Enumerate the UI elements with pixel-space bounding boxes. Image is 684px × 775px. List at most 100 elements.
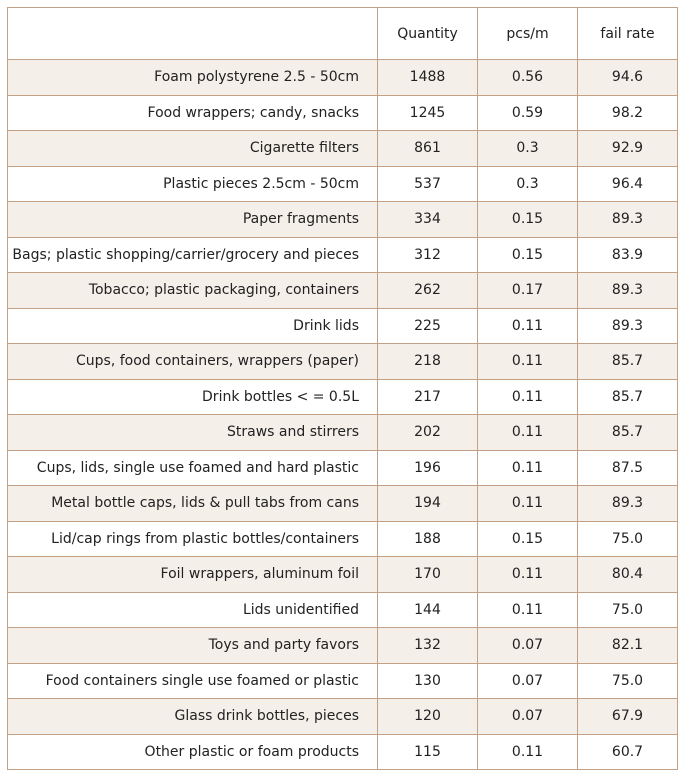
item-cell: Bags; plastic shopping/carrier/grocery a…	[7, 236, 378, 273]
quantity-cell: 218	[377, 343, 478, 380]
fail-rate-cell: 98.2	[577, 94, 678, 131]
header-pcs-per-m: pcs/m	[477, 7, 578, 60]
fail-rate-cell: 89.3	[577, 272, 678, 309]
pcs-per-m-cell: 0.17	[477, 272, 578, 309]
item-cell: Metal bottle caps, lids & pull tabs from…	[7, 485, 378, 522]
table-row: Toys and party favors 132 0.07 82.1	[7, 627, 678, 664]
table-row: Cups, lids, single use foamed and hard p…	[7, 449, 678, 486]
fail-rate-cell: 94.6	[577, 59, 678, 96]
quantity-cell: 217	[377, 378, 478, 415]
pcs-per-m-cell: 0.07	[477, 662, 578, 699]
quantity-cell: 196	[377, 449, 478, 486]
pcs-per-m-cell: 0.11	[477, 449, 578, 486]
quantity-cell: 170	[377, 556, 478, 593]
table-row: Plastic pieces 2.5cm - 50cm 537 0.3 96.4	[7, 165, 678, 202]
item-cell: Foam polystyrene 2.5 - 50cm	[7, 59, 378, 96]
quantity-cell: 144	[377, 591, 478, 628]
quantity-cell: 194	[377, 485, 478, 522]
table-row: Lids unidentified 144 0.11 75.0	[7, 591, 678, 628]
pcs-per-m-cell: 0.59	[477, 94, 578, 131]
table-row: Glass drink bottles, pieces 120 0.07 67.9	[7, 698, 678, 735]
fail-rate-cell: 85.7	[577, 343, 678, 380]
quantity-cell: 225	[377, 307, 478, 344]
fail-rate-cell: 80.4	[577, 556, 678, 593]
quantity-cell: 120	[377, 698, 478, 735]
header-fail-rate: fail rate	[577, 7, 678, 60]
item-cell: Cups, food containers, wrappers (paper)	[7, 343, 378, 380]
table-row: Drink bottles < = 0.5L 217 0.11 85.7	[7, 378, 678, 415]
table-row: Cigarette filters 861 0.3 92.9	[7, 130, 678, 167]
fail-rate-cell: 67.9	[577, 698, 678, 735]
item-cell: Food containers single use foamed or pla…	[7, 662, 378, 699]
item-cell: Paper fragments	[7, 201, 378, 238]
fail-rate-cell: 87.5	[577, 449, 678, 486]
pcs-per-m-cell: 0.15	[477, 236, 578, 273]
fail-rate-cell: 83.9	[577, 236, 678, 273]
fail-rate-cell: 85.7	[577, 414, 678, 451]
quantity-cell: 115	[377, 733, 478, 770]
quantity-cell: 334	[377, 201, 478, 238]
fail-rate-cell: 92.9	[577, 130, 678, 167]
pcs-per-m-cell: 0.15	[477, 520, 578, 557]
pcs-per-m-cell: 0.11	[477, 485, 578, 522]
quantity-cell: 861	[377, 130, 478, 167]
item-cell: Lid/cap rings from plastic bottles/conta…	[7, 520, 378, 557]
fail-rate-cell: 75.0	[577, 662, 678, 699]
item-cell: Cups, lids, single use foamed and hard p…	[7, 449, 378, 486]
item-cell: Drink bottles < = 0.5L	[7, 378, 378, 415]
table-row: Other plastic or foam products 115 0.11 60.…	[7, 733, 678, 770]
item-cell: Cigarette filters	[7, 130, 378, 167]
litter-table: Quantity pcs/m fail rate Foam polystyren…	[7, 7, 678, 770]
table-row: Food containers single use foamed or pla…	[7, 662, 678, 699]
quantity-cell: 130	[377, 662, 478, 699]
quantity-cell: 132	[377, 627, 478, 664]
pcs-per-m-cell: 0.11	[477, 414, 578, 451]
pcs-per-m-cell: 0.11	[477, 733, 578, 770]
table-row: Metal bottle caps, lids & pull tabs from…	[7, 485, 678, 522]
table-row: Lid/cap rings from plastic bottles/conta…	[7, 520, 678, 557]
fail-rate-cell: 89.3	[577, 201, 678, 238]
quantity-cell: 537	[377, 165, 478, 202]
table-body: Foam polystyrene 2.5 - 50cm 1488 0.56 94.6 F…	[7, 59, 678, 770]
item-cell: Plastic pieces 2.5cm - 50cm	[7, 165, 378, 202]
item-cell: Other plastic or foam products	[7, 733, 378, 770]
fail-rate-cell: 85.7	[577, 378, 678, 415]
item-cell: Lids unidentified	[7, 591, 378, 628]
table-row: Food wrappers; candy, snacks 1245 0.59 98.2	[7, 94, 678, 131]
quantity-cell: 312	[377, 236, 478, 273]
pcs-per-m-cell: 0.07	[477, 627, 578, 664]
table-row: Straws and stirrers 202 0.11 85.7	[7, 414, 678, 451]
item-cell: Glass drink bottles, pieces	[7, 698, 378, 735]
fail-rate-cell: 75.0	[577, 520, 678, 557]
item-cell: Straws and stirrers	[7, 414, 378, 451]
pcs-per-m-cell: 0.11	[477, 307, 578, 344]
fail-rate-cell: 82.1	[577, 627, 678, 664]
header-row: Quantity pcs/m fail rate	[7, 7, 678, 60]
quantity-cell: 1488	[377, 59, 478, 96]
fail-rate-cell: 75.0	[577, 591, 678, 628]
pcs-per-m-cell: 0.56	[477, 59, 578, 96]
header-item	[7, 7, 378, 60]
item-cell: Drink lids	[7, 307, 378, 344]
header-quantity: Quantity	[377, 7, 478, 60]
item-cell: Toys and party favors	[7, 627, 378, 664]
pcs-per-m-cell: 0.3	[477, 165, 578, 202]
fail-rate-cell: 89.3	[577, 307, 678, 344]
quantity-cell: 202	[377, 414, 478, 451]
pcs-per-m-cell: 0.11	[477, 591, 578, 628]
fail-rate-cell: 89.3	[577, 485, 678, 522]
quantity-cell: 1245	[377, 94, 478, 131]
table-header: Quantity pcs/m fail rate	[7, 7, 678, 60]
fail-rate-cell: 96.4	[577, 165, 678, 202]
item-cell: Tobacco; plastic packaging, containers	[7, 272, 378, 309]
table-row: Foil wrappers, aluminum foil 170 0.11 80.4	[7, 556, 678, 593]
pcs-per-m-cell: 0.11	[477, 343, 578, 380]
table-row: Bags; plastic shopping/carrier/grocery a…	[7, 236, 678, 273]
pcs-per-m-cell: 0.11	[477, 378, 578, 415]
table-row: Foam polystyrene 2.5 - 50cm 1488 0.56 94.6	[7, 59, 678, 96]
table-row: Tobacco; plastic packaging, containers 26…	[7, 272, 678, 309]
quantity-cell: 188	[377, 520, 478, 557]
pcs-per-m-cell: 0.15	[477, 201, 578, 238]
table-row: Cups, food containers, wrappers (paper) 2…	[7, 343, 678, 380]
quantity-cell: 262	[377, 272, 478, 309]
